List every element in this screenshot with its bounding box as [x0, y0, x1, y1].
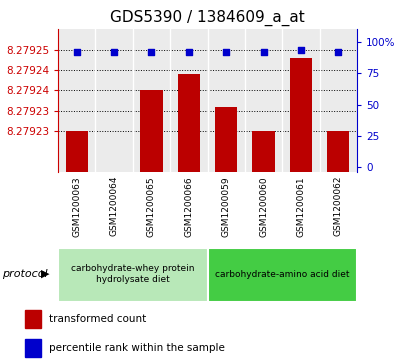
Text: carbohydrate-amino acid diet: carbohydrate-amino acid diet: [215, 270, 349, 278]
Text: ▶: ▶: [42, 269, 50, 279]
Bar: [140, 90, 163, 172]
Text: GSM1200059: GSM1200059: [222, 176, 231, 237]
Bar: [178, 74, 200, 172]
Text: GSM1200060: GSM1200060: [259, 176, 268, 237]
Text: GSM1200062: GSM1200062: [334, 176, 343, 236]
Point: [148, 49, 155, 54]
Text: protocol: protocol: [2, 269, 48, 279]
Bar: [327, 131, 349, 172]
FancyBboxPatch shape: [208, 248, 357, 302]
Text: GSM1200064: GSM1200064: [110, 176, 119, 236]
Text: GSM1200066: GSM1200066: [184, 176, 193, 237]
Bar: [25, 310, 41, 328]
Point: [73, 49, 80, 54]
Bar: [66, 131, 88, 172]
Text: GSM1200061: GSM1200061: [296, 176, 305, 237]
FancyBboxPatch shape: [58, 248, 208, 302]
Bar: [252, 131, 275, 172]
Text: percentile rank within the sample: percentile rank within the sample: [49, 343, 225, 354]
Text: carbohydrate-whey protein
hydrolysate diet: carbohydrate-whey protein hydrolysate di…: [71, 264, 195, 284]
Point: [260, 49, 267, 54]
Point: [223, 49, 229, 54]
Point: [186, 49, 192, 54]
Bar: [25, 339, 41, 357]
Point: [298, 48, 304, 53]
Text: GSM1200065: GSM1200065: [147, 176, 156, 237]
Text: GSM1200063: GSM1200063: [72, 176, 81, 237]
Text: transformed count: transformed count: [49, 314, 146, 325]
Point: [335, 49, 342, 54]
Bar: [290, 58, 312, 172]
Point: [111, 49, 117, 54]
Bar: [215, 107, 237, 172]
Title: GDS5390 / 1384609_a_at: GDS5390 / 1384609_a_at: [110, 10, 305, 26]
